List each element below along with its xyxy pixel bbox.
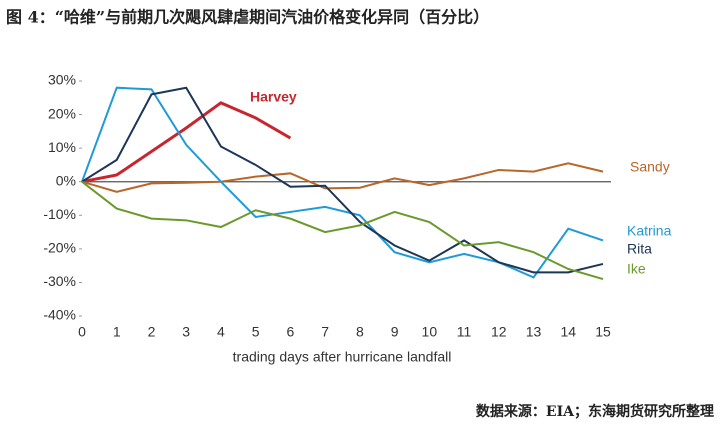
x-tick-label: 10: [422, 324, 438, 340]
y-tick-label: 30%: [48, 72, 76, 88]
series-line: [81, 180, 604, 281]
x-tick-label: 15: [595, 324, 611, 340]
y-tick-label: -20%: [43, 240, 76, 256]
x-tick-label: 4: [217, 324, 225, 340]
x-tick-label: 7: [321, 324, 329, 340]
series-line: [81, 101, 292, 184]
series-label: Sandy: [630, 159, 670, 175]
y-tick-label: 0%: [56, 172, 76, 188]
y-tick-label: -30%: [43, 273, 76, 289]
x-axis-label: trading days after hurricane landfall: [233, 349, 452, 365]
y-tick-label: -40%: [43, 307, 76, 323]
y-tick-label: 10%: [48, 139, 76, 155]
x-tick-label: 11: [457, 324, 472, 340]
source-note: 数据来源：EIA；东海期货研究所整理: [476, 403, 714, 420]
x-tick-label: 6: [287, 324, 295, 340]
series-line: [81, 162, 604, 193]
series-label: Ike: [627, 261, 646, 277]
series-line: [81, 86, 604, 274]
chart-title: 图 4：“哈维”与前期几次飓风肆虐期间汽油价格变化异同（百分比）: [6, 8, 489, 27]
x-tick-label: 8: [356, 324, 364, 340]
series-label: Harvey: [250, 89, 297, 105]
x-tick-label: 14: [560, 324, 576, 340]
x-tick-label: 13: [526, 324, 542, 340]
x-tick-label: 12: [491, 324, 507, 340]
y-tick-label: 20%: [48, 105, 76, 121]
x-tick-label: 0: [78, 324, 86, 340]
x-tick-label: 5: [252, 324, 260, 340]
x-tick-label: 1: [113, 324, 121, 340]
series-line: [81, 86, 604, 279]
series-label: Katrina: [627, 223, 672, 239]
x-tick-label: 9: [391, 324, 399, 340]
x-tick-label: 3: [182, 324, 190, 340]
series-label: Rita: [627, 241, 652, 257]
x-tick-label: 2: [148, 324, 156, 340]
y-tick-label: -10%: [43, 206, 76, 222]
